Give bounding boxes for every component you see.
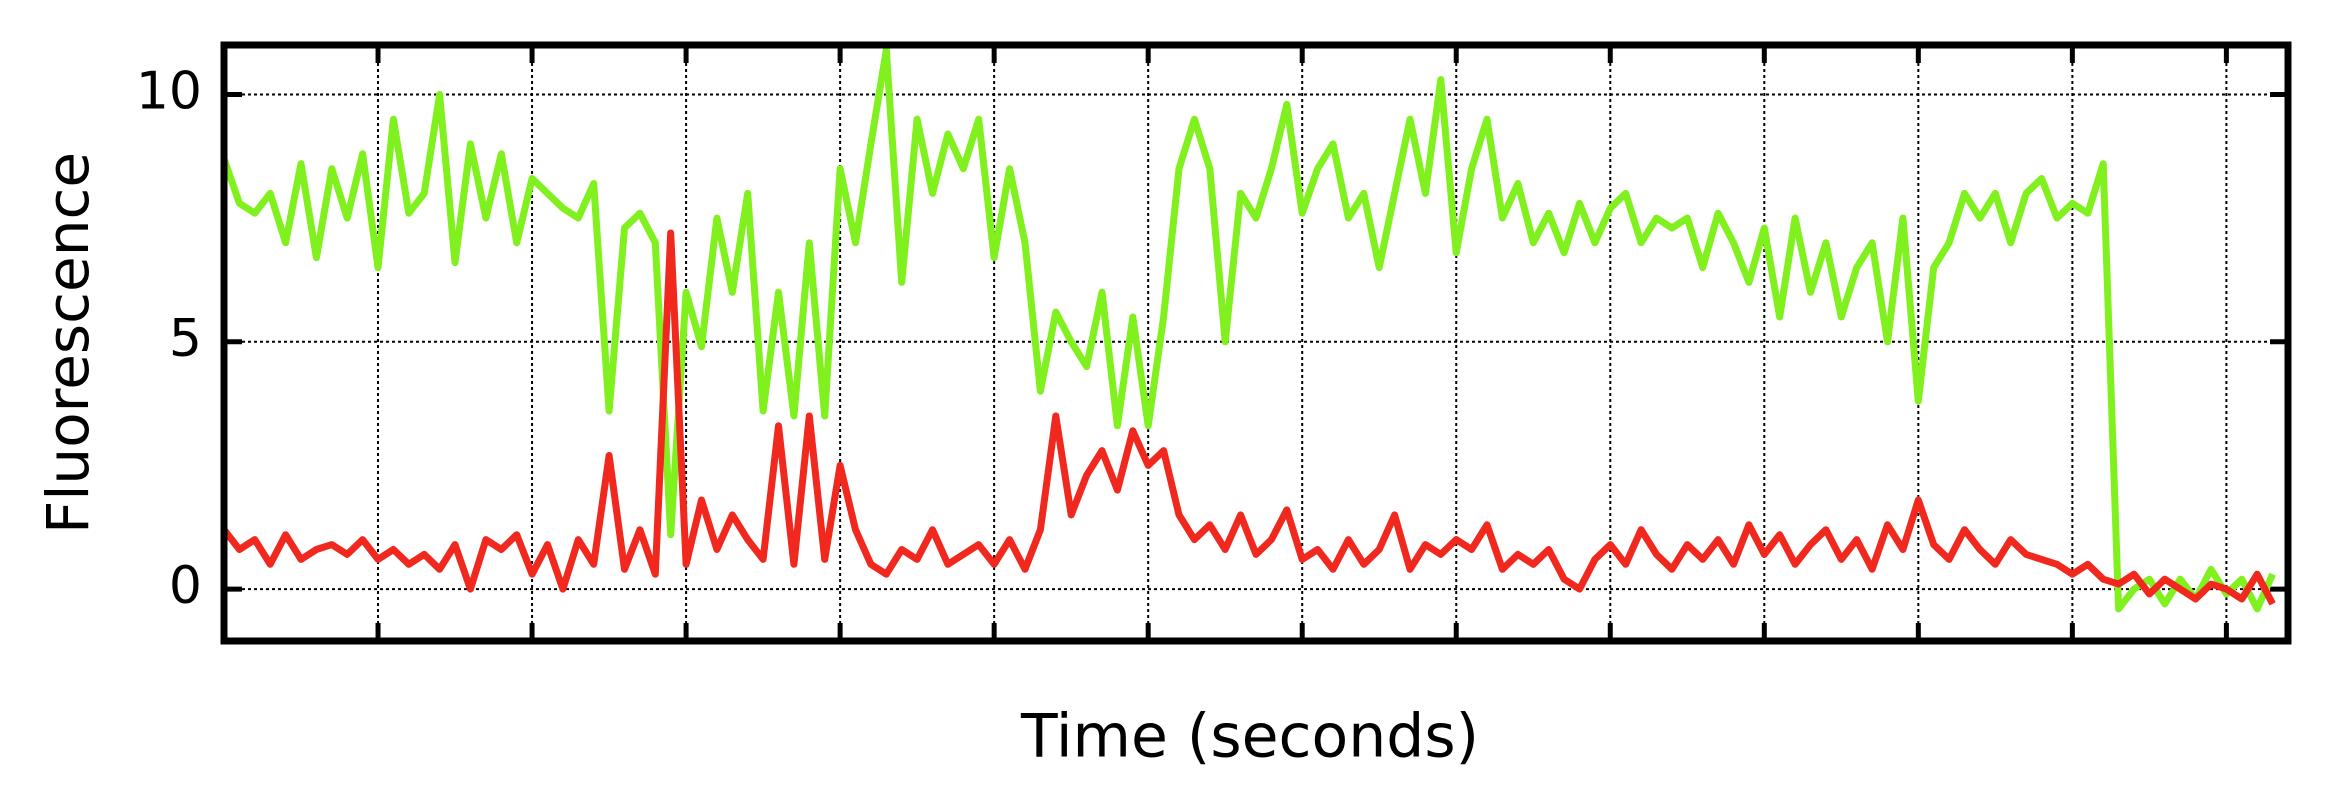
y-tick-label: 5 [169,309,202,369]
x-axis-label: Time (seconds) [1020,702,1479,772]
y-axis-label: Fluorescence [34,152,102,534]
y-tick-label: 10 [136,61,202,121]
data-line [224,229,2276,606]
y-tick-label: 0 [169,556,202,616]
data-line [224,46,2276,613]
plot-frame [220,41,2292,645]
